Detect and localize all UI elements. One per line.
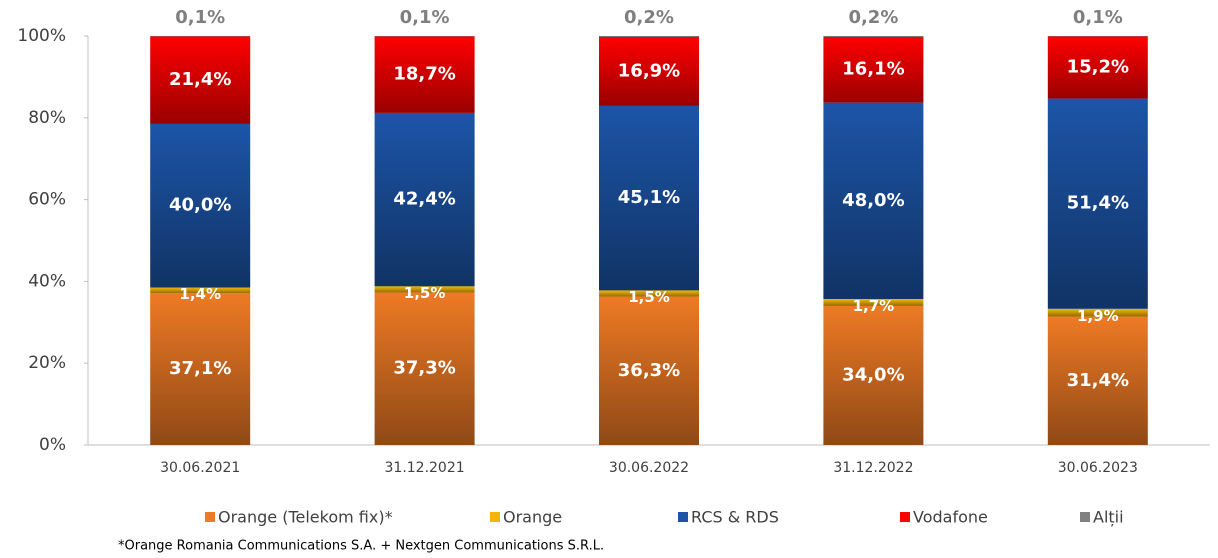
bar-segment [599, 36, 699, 106]
legend-label: RCS & RDS [691, 508, 779, 527]
data-label: 1,5% [628, 288, 670, 306]
legend-label: Vodafone [913, 508, 988, 527]
data-label: 0,1% [400, 7, 450, 28]
x-tick-label: 31.12.2021 [385, 460, 465, 476]
bar-segment [823, 102, 924, 299]
data-label: 37,3% [393, 358, 455, 379]
data-label: 21,4% [169, 69, 231, 90]
bar-segment [823, 305, 924, 445]
bar-segment [599, 105, 699, 291]
bar-segment [1047, 98, 1148, 309]
x-tick-label: 31.12.2022 [833, 460, 913, 476]
bar-segment [1047, 36, 1148, 99]
legend-label: Orange [503, 508, 562, 527]
footnote: *Orange Romania Communications S.A. + Ne… [118, 539, 604, 554]
bar-segment [150, 287, 251, 294]
data-label: 15,2% [1067, 56, 1129, 77]
y-tick-label: 100% [17, 26, 66, 46]
bar-segment [1047, 308, 1148, 317]
data-label: 51,4% [1067, 193, 1129, 214]
data-label: 18,7% [393, 64, 455, 85]
legend-swatch [205, 512, 215, 522]
x-tick-label: 30.06.2022 [609, 460, 689, 476]
bar-segment [150, 123, 251, 288]
bar-segment [374, 112, 475, 287]
bar-segment [599, 290, 699, 297]
data-label: 0,1% [175, 7, 225, 28]
data-label: 34,0% [842, 364, 904, 385]
legend-label: Orange (Telekom fix)* [218, 508, 393, 527]
y-tick-label: 40% [28, 271, 66, 291]
bar-segment [374, 286, 475, 293]
data-label: 1,7% [853, 297, 895, 315]
data-label: 0,2% [848, 7, 898, 28]
data-label: 36,3% [618, 360, 680, 381]
bar-segment [1047, 316, 1148, 445]
bar-segment [150, 36, 251, 124]
bar-segment [823, 36, 924, 103]
bar-segment [150, 293, 251, 445]
data-label: 1,4% [179, 285, 221, 303]
y-tick-label: 0% [39, 435, 66, 455]
y-tick-label: 80% [28, 108, 66, 128]
data-label: 40,0% [169, 195, 231, 216]
data-label: 1,5% [404, 284, 446, 302]
data-label: 31,4% [1067, 370, 1129, 391]
data-label: 37,1% [169, 358, 231, 379]
y-tick-label: 60% [28, 190, 66, 210]
y-tick-label: 20% [28, 353, 66, 373]
legend-swatch [900, 512, 910, 522]
x-tick-label: 30.06.2023 [1058, 460, 1138, 476]
data-label: 0,1% [1073, 7, 1123, 28]
bar-segment [374, 36, 475, 113]
legend-swatch [1080, 512, 1090, 522]
bar-segment [599, 36, 699, 37]
legend-swatch [678, 512, 688, 522]
legend-swatch [490, 512, 500, 522]
data-label: 45,1% [618, 187, 680, 208]
data-label: 42,4% [393, 189, 455, 210]
bar-segment [599, 296, 699, 445]
x-tick-label: 30.06.2021 [160, 460, 240, 476]
bar-segment [374, 292, 475, 445]
data-label: 48,0% [842, 190, 904, 211]
bar-segment [823, 298, 924, 306]
data-label: 0,2% [624, 7, 674, 28]
data-label: 16,1% [842, 59, 904, 80]
bar-segment [823, 36, 924, 37]
data-label: 16,9% [618, 60, 680, 81]
data-label: 1,9% [1077, 307, 1119, 325]
legend-label: Alții [1093, 508, 1124, 527]
